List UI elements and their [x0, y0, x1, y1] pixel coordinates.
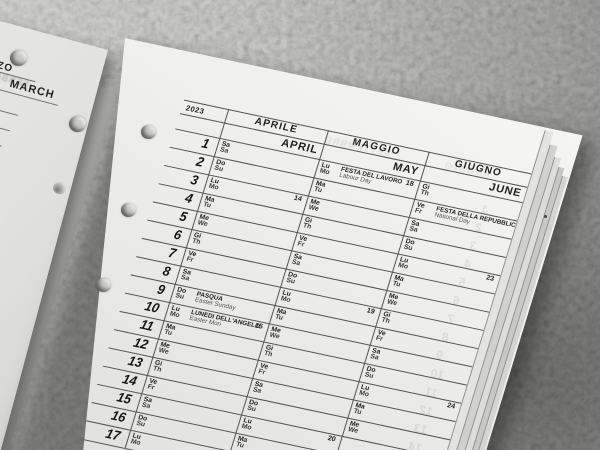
- row-line: [103, 366, 451, 441]
- march-rule: [0, 88, 2, 147]
- day-abbrev: Gi Th: [191, 231, 203, 247]
- day-abbrev: Me We: [196, 213, 210, 229]
- day-abbrev: Sa Sa: [408, 219, 421, 235]
- day-abbrev: Do Su: [363, 365, 377, 381]
- day-abbrev: Me We: [346, 419, 361, 436]
- day-abbrev: Do Su: [402, 237, 416, 253]
- row-line: [147, 220, 495, 295]
- ghost-number: 11: [423, 384, 440, 401]
- day-abbrev: Ma Tu: [313, 179, 327, 195]
- day-abbrev: Ve Fr: [413, 200, 426, 216]
- day-abbrev: Lu Mo: [207, 176, 220, 192]
- day-abbrev: Gi Th: [301, 216, 314, 231]
- day-abbrev: Lu Mo: [129, 431, 142, 448]
- day-abbrev: Lu Mo: [318, 161, 331, 177]
- day-abbrev: Gi Th: [419, 182, 431, 198]
- day-abbrev: Ma Tu: [202, 194, 216, 210]
- day-abbrev: Ve Fr: [296, 234, 309, 249]
- day-abbrev: Ve Fr: [146, 377, 159, 392]
- row-line: [114, 329, 462, 404]
- day-abbrev: Sa Sa: [290, 252, 303, 268]
- day-abbrev: Me We: [307, 197, 321, 214]
- day-abbrev: Ma Tu: [274, 307, 288, 323]
- day-abbrev: Do Su: [213, 158, 227, 174]
- ghost-number: 8: [440, 329, 451, 345]
- day-abbrev: Sa Sa: [369, 346, 382, 362]
- day-abbrev: Ma Tu: [352, 401, 366, 417]
- day-abbrev: Sa Sa: [251, 380, 264, 396]
- day-abbrev: Ve Fr: [374, 328, 387, 344]
- ghost-number: 3: [467, 238, 479, 254]
- punch-hole: [96, 278, 111, 292]
- day-abbrev: Ma Tu: [163, 322, 177, 338]
- day-abbrev: Sa Sa: [218, 140, 232, 156]
- day-abbrev: Ve Fr: [257, 361, 270, 377]
- day-abbrev: Do Su: [135, 413, 149, 429]
- day-abbrev: Lu Mo: [397, 255, 410, 271]
- day-abbrev: Gi Th: [262, 343, 274, 359]
- day-abbrev: Sa Sa: [179, 267, 193, 283]
- punch-hole: [69, 116, 86, 132]
- row-line: [108, 347, 456, 422]
- day-abbrev: Me We: [385, 292, 400, 308]
- row-line: [119, 311, 467, 386]
- ghost-number: 14: [406, 439, 424, 450]
- punch-hole: [121, 203, 136, 217]
- punch-hole-partial: [53, 182, 67, 194]
- day-abbrev: Do Su: [285, 270, 299, 286]
- day-abbrev: Lu Mo: [358, 383, 371, 399]
- day-abbrev: Lu Mo: [279, 288, 292, 305]
- ghost-number: 10: [428, 366, 447, 383]
- day-abbrev: Sa Sa: [140, 395, 154, 411]
- day-abbrev: Do Su: [174, 286, 188, 302]
- day-abbrev: Do Su: [246, 398, 260, 414]
- surface-speck: [544, 215, 547, 218]
- ghost-number: 9: [434, 347, 446, 363]
- day-abbrev: Ma Tu: [391, 273, 405, 289]
- row-line: [125, 293, 473, 368]
- day-abbrev: Lu Mo: [240, 416, 253, 432]
- ghost-number: 6: [451, 293, 462, 309]
- punch-hole: [10, 50, 27, 66]
- day-abbrev: Me We: [157, 340, 171, 357]
- ghost-number: 13: [412, 420, 430, 438]
- day-abbrev: Me We: [268, 325, 282, 341]
- day-abbrev: Gi Th: [380, 310, 392, 326]
- day-abbrev: Ma Tu: [235, 434, 249, 450]
- day-abbrev: Gi Th: [151, 358, 164, 374]
- day-abbrev: Lu Mo: [168, 304, 181, 320]
- ghost-number: 7: [445, 311, 457, 327]
- ghost-number: 4: [462, 256, 474, 272]
- day-abbrev: Ve Fr: [185, 249, 198, 265]
- punch-hole: [141, 125, 156, 139]
- row-line: [131, 274, 479, 349]
